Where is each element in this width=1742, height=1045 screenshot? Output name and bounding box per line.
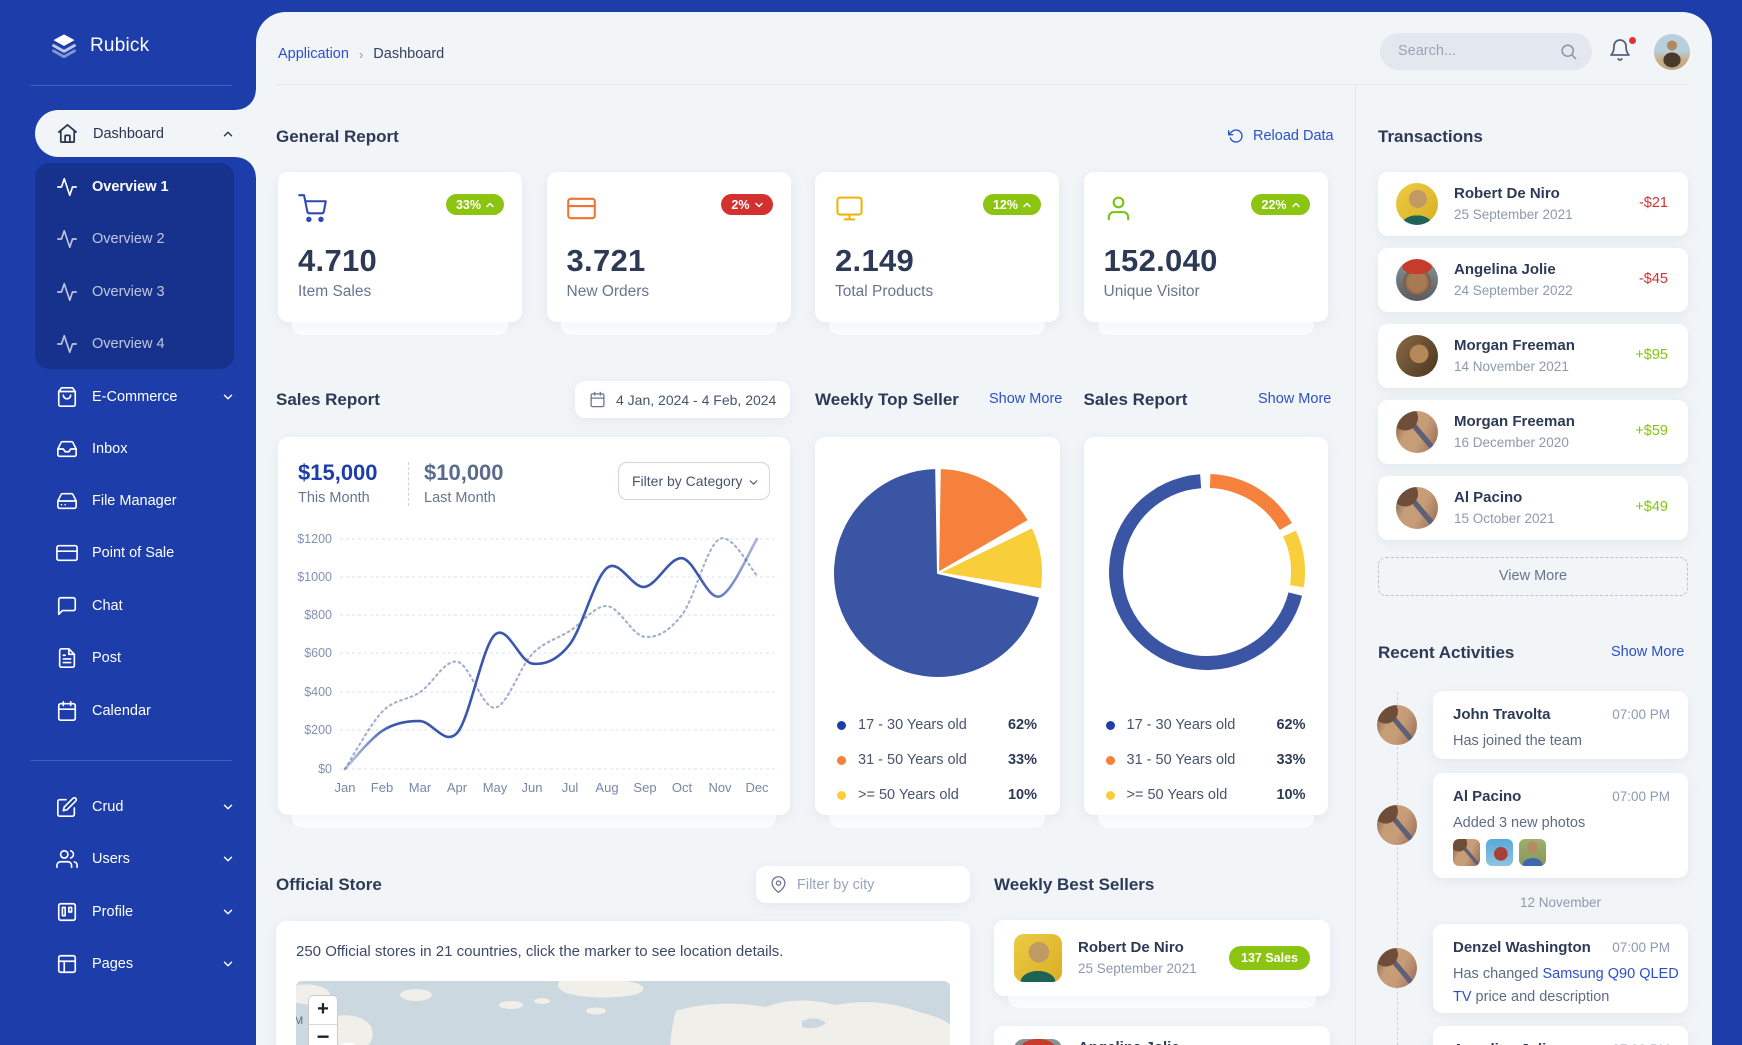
svg-text:$1000: $1000	[297, 570, 332, 584]
svg-text:$600: $600	[304, 646, 332, 660]
svg-text:Feb: Feb	[371, 780, 393, 795]
svg-text:$400: $400	[304, 685, 332, 699]
svg-text:$800: $800	[304, 608, 332, 622]
svg-text:Aug: Aug	[595, 780, 618, 795]
svg-text:Oct: Oct	[672, 780, 693, 795]
svg-text:Apr: Apr	[447, 780, 468, 795]
svg-text:$200: $200	[304, 723, 332, 737]
svg-text:May: May	[483, 780, 508, 795]
svg-text:Sep: Sep	[633, 780, 656, 795]
svg-text:Jun: Jun	[522, 780, 543, 795]
svg-text:Dec: Dec	[745, 780, 769, 795]
svg-text:Jan: Jan	[335, 780, 356, 795]
svg-text:Mar: Mar	[409, 780, 432, 795]
svg-text:Nov: Nov	[708, 780, 732, 795]
svg-text:Jul: Jul	[562, 780, 579, 795]
svg-text:$0: $0	[318, 762, 332, 776]
svg-text:$1200: $1200	[297, 532, 332, 546]
